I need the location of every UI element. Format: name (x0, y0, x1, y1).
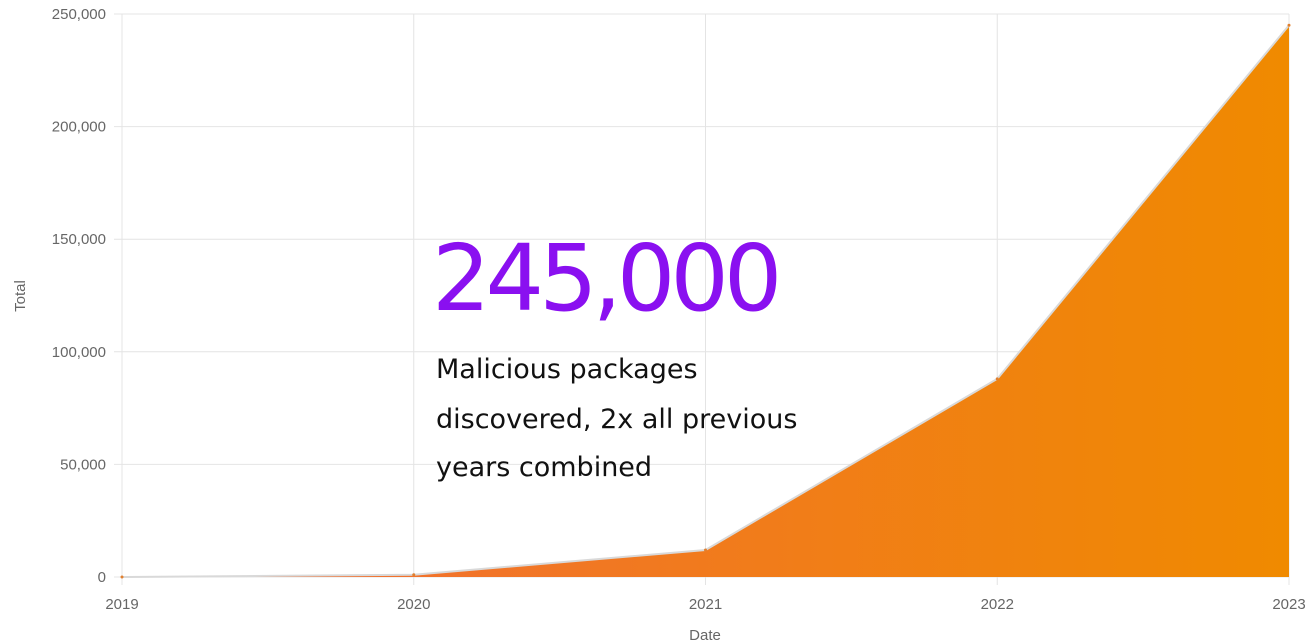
headline-line-2: discovered, 2x all previous (436, 404, 797, 435)
headline-number: 245,000 (432, 225, 777, 332)
y-axis-title: Total (12, 280, 29, 312)
data-point (1287, 23, 1291, 27)
y-tick-label: 150,000 (52, 231, 106, 248)
y-tick-label: 0 (98, 569, 106, 586)
x-axis-title: Date (689, 627, 721, 644)
x-tick-label: 2021 (689, 596, 722, 613)
headline-line-3: years combined (436, 452, 652, 483)
y-tick-label: 250,000 (52, 6, 106, 23)
data-point (412, 573, 416, 577)
axis-ticks: 0 50,000 100,000 150,000 200,000 250,000 2019 2… (52, 6, 1306, 613)
headline-line-1: Malicious packages (436, 354, 698, 385)
x-tick-label: 2019 (105, 596, 138, 613)
y-tick-label: 100,000 (52, 344, 106, 361)
annotation: 245,000 Malicious packages discovered, 2… (432, 225, 797, 483)
data-point (995, 377, 999, 381)
y-tick-label: 50,000 (60, 456, 106, 473)
x-tick-label: 2023 (1272, 596, 1305, 613)
series-area (120, 23, 1291, 579)
x-tick-label: 2022 (981, 596, 1014, 613)
data-point (704, 548, 707, 552)
data-point (120, 575, 124, 579)
x-tick-label: 2020 (397, 596, 430, 613)
y-tick-label: 200,000 (52, 119, 106, 136)
area-fill (122, 25, 1289, 577)
